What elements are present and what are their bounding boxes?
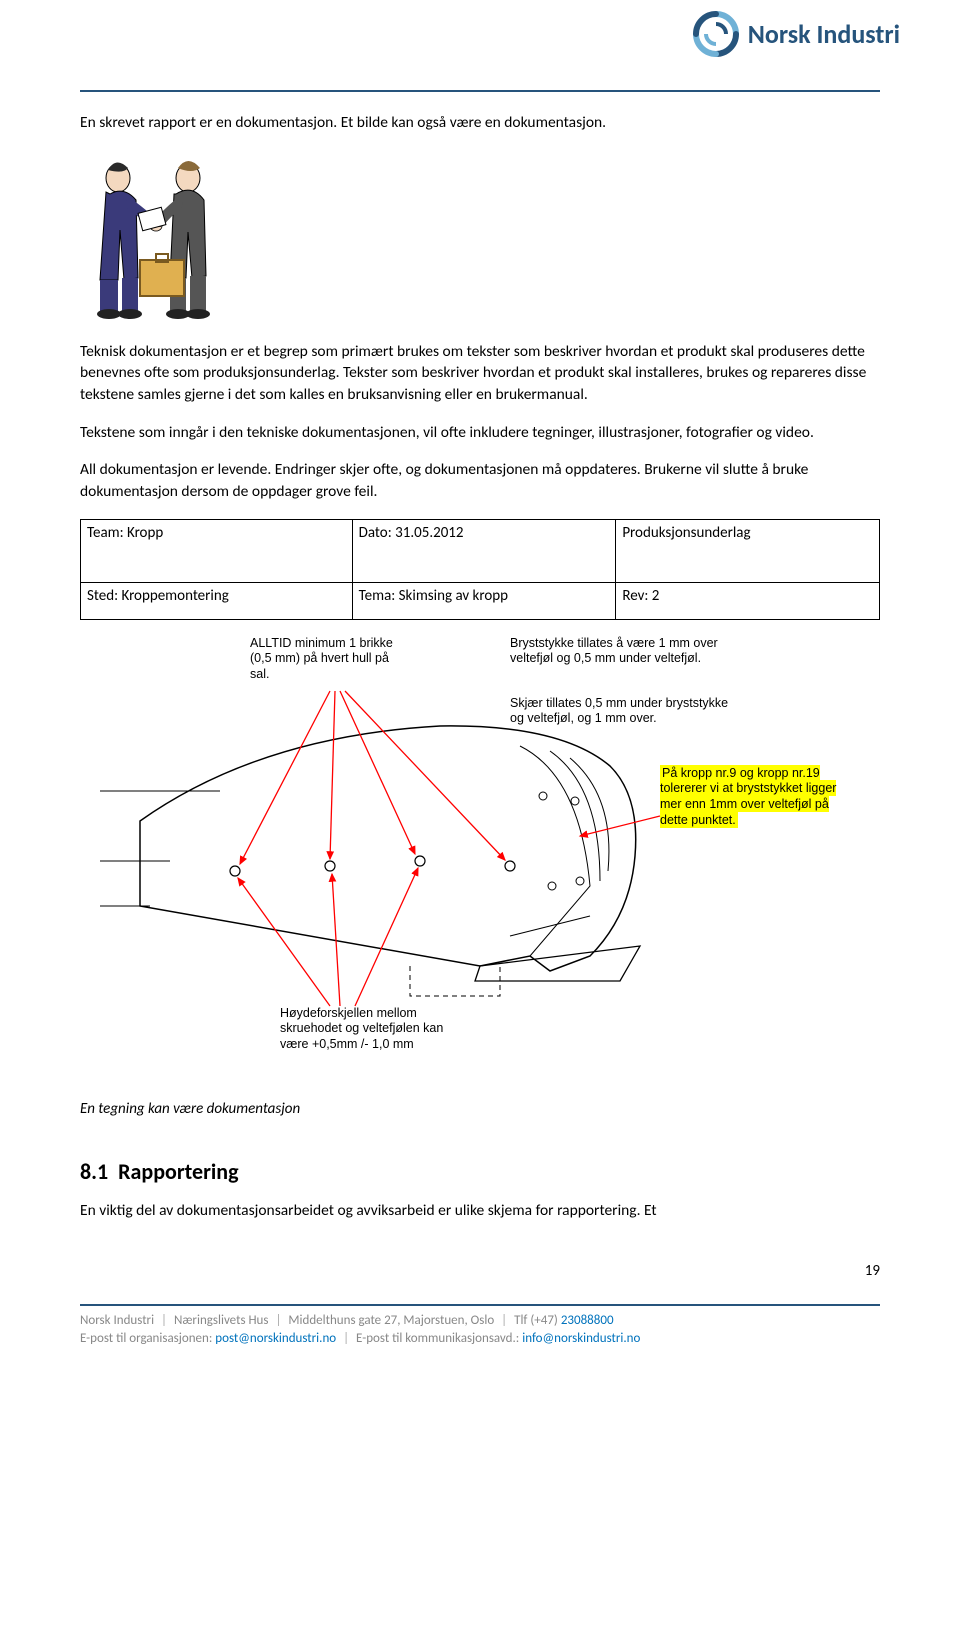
- paragraph-1: En skrevet rapport er en dokumentasjon. …: [80, 112, 880, 134]
- paragraph-3: Tekstene som inngår i den tekniske dokum…: [80, 422, 880, 444]
- technical-diagram: ALLTID minimum 1 brikke (0,5 mm) på hver…: [80, 636, 880, 1096]
- footer-email-org: post@norskindustri.no: [215, 1331, 336, 1346]
- section-text: En viktig del av dokumentasjonsarbeidet …: [80, 1200, 880, 1222]
- paragraph-2: Teknisk dokumentasjon er et begrep som p…: [80, 341, 880, 406]
- page-number: 19: [80, 1262, 880, 1280]
- header-divider: [80, 90, 880, 92]
- footer-email-comm-label: E-post til kommunikasjonsavd.:: [356, 1331, 519, 1346]
- footer-phone: 23088800: [561, 1313, 614, 1328]
- clipart-handshake: [80, 150, 880, 325]
- diagram-caption: En tegning kan være dokumentasjon: [80, 1100, 880, 1118]
- table-cell: Sted: Kroppemontering: [81, 582, 353, 619]
- table-cell: Produksjonsunderlag: [616, 519, 880, 582]
- footer-email-org-label: E-post til organisasjonen:: [80, 1331, 212, 1346]
- table-cell: Tema: Skimsing av kropp: [352, 582, 616, 619]
- footer: Norsk Industri | Næringslivets Hus | Mid…: [0, 1306, 960, 1368]
- table-cell: Dato: 31.05.2012: [352, 519, 616, 582]
- section-number: 8.1: [80, 1158, 108, 1185]
- table-cell: Team: Kropp: [81, 519, 353, 582]
- table-cell: Rev: 2: [616, 582, 880, 619]
- footer-org: Norsk Industri: [80, 1313, 154, 1328]
- footer-building: Næringslivets Hus: [174, 1313, 269, 1328]
- paragraph-4: All dokumentasjon er levende. Endringer …: [80, 459, 880, 502]
- footer-address: Middelthuns gate 27, Majorstuen, Oslo: [288, 1313, 494, 1328]
- info-table: Team: Kropp Dato: 31.05.2012 Produksjons…: [80, 519, 880, 620]
- logo-text: Norsk Industri: [748, 18, 900, 50]
- header-logo: Norsk Industri: [692, 10, 900, 58]
- footer-phone-label: Tlf (+47): [514, 1313, 558, 1328]
- footer-email-comm: info@norskindustri.no: [522, 1331, 640, 1346]
- section-heading: 8.1 Rapportering: [80, 1158, 880, 1185]
- section-title: Rapportering: [118, 1158, 238, 1185]
- logo-swirl-icon: [692, 10, 740, 58]
